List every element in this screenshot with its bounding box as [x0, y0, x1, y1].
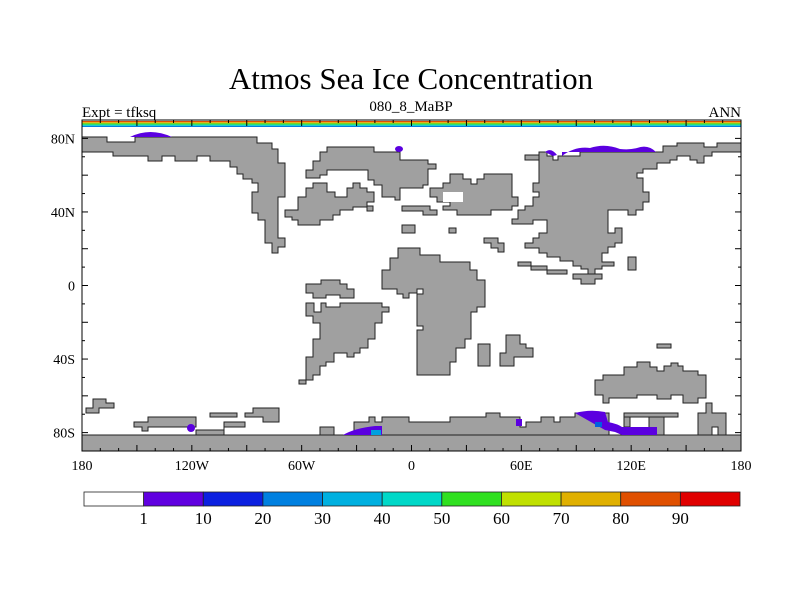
land-greenland-europe	[305, 146, 437, 201]
land-islet	[448, 227, 457, 234]
sea-ice-patch	[130, 132, 172, 137]
land-islet	[656, 343, 672, 349]
colorbar-swatch	[202, 491, 264, 507]
land-antarctic-rise	[623, 412, 679, 418]
lon-label: 180	[72, 459, 93, 474]
lon-label: 0	[408, 459, 415, 474]
land-islet	[401, 224, 416, 234]
longitude-labels: 180 120W 60W 0 60E 120E 180	[72, 459, 752, 474]
land-islet	[483, 237, 505, 253]
sea-ice-patch	[516, 419, 522, 426]
land-antarctic-rise	[623, 416, 631, 428]
sea-ice-patch	[562, 145, 656, 156]
land-middle-east	[429, 173, 519, 216]
land-antarctica-east	[353, 412, 610, 436]
lat-label: 80N	[51, 132, 75, 147]
land-central-america	[305, 279, 355, 299]
lat-label: 80S	[53, 427, 75, 442]
land-antarctic-islet	[195, 421, 246, 436]
land-asia	[511, 142, 742, 276]
colorbar-label: 30	[314, 509, 331, 528]
colorbar-label: 80	[612, 509, 629, 528]
colorbar-label: 60	[493, 509, 510, 528]
lat-label: 40S	[53, 353, 75, 368]
colorbar-swatch	[501, 491, 562, 507]
left-subtitle: Expt = tfksq	[82, 105, 157, 121]
land-islet	[627, 256, 637, 271]
sea-ice-patch	[187, 424, 195, 432]
colorbar-label: 20	[254, 509, 271, 528]
land-islet	[524, 154, 540, 161]
land-north-atlantic-block	[284, 182, 375, 226]
land-antarctic-bump	[319, 426, 335, 436]
colorbar-swatch	[83, 491, 145, 507]
colorbar-swatch	[620, 491, 681, 507]
sea-ice-patches	[130, 132, 657, 435]
map-frame	[81, 119, 742, 452]
right-subtitle: ANN	[709, 105, 742, 121]
land-australia	[594, 361, 707, 404]
lon-label: 180	[731, 459, 752, 474]
land-antarctic-islet	[133, 416, 197, 432]
colorbar-swatch	[679, 491, 741, 507]
sea-ice-high-concentration	[371, 430, 381, 435]
colorbar-swatch	[560, 491, 622, 507]
land-north-america-arctic	[81, 136, 286, 254]
colorbar-label: 1	[139, 509, 148, 528]
center-subtitle: 080_8_MaBP	[369, 99, 452, 115]
plot-title: Atmos Sea Ice Concentration	[229, 61, 594, 96]
land-madagascar	[477, 343, 491, 367]
sea-ice-patch	[575, 410, 657, 435]
colorbar-label: 50	[433, 509, 450, 528]
colorbar-swatch	[322, 491, 383, 507]
colorbar-swatch	[143, 491, 204, 507]
land-antarctic-rise	[697, 402, 727, 436]
lon-label: 120E	[616, 459, 646, 474]
lat-label: 40N	[51, 206, 75, 221]
land-strip	[401, 205, 438, 216]
lat-label: 0	[68, 280, 75, 295]
lon-label: 60E	[510, 459, 533, 474]
land-islet	[517, 261, 568, 275]
land-antarctic-islet	[85, 398, 115, 414]
land-islet	[572, 273, 603, 285]
sea-ice-high-concentration	[595, 422, 602, 427]
land-antarctic-islet	[209, 412, 238, 418]
latitude-labels: 80N 40N 0 40S 80S	[51, 132, 75, 441]
colorbar-swatch	[441, 491, 502, 507]
land-islet	[366, 205, 374, 212]
sea-ice-patch	[395, 146, 403, 152]
land-india	[499, 334, 534, 367]
land-south-america	[298, 302, 390, 385]
colorbar: 1 10 20 30 40 50 60 70 80 90	[83, 491, 741, 528]
colorbar-label: 40	[374, 509, 391, 528]
landmasses	[81, 136, 742, 452]
colorbar-label: 10	[195, 509, 212, 528]
colorbar-swatch	[381, 491, 443, 507]
lon-label: 120W	[175, 459, 210, 474]
land-africa	[381, 247, 486, 376]
sea-ice-patch	[545, 150, 557, 156]
lon-label: 60W	[288, 459, 316, 474]
colorbar-swatch	[262, 491, 323, 507]
map-area	[81, 119, 742, 452]
land-antarctic-islet	[244, 407, 280, 423]
inland-sea	[443, 192, 463, 202]
colorbar-label: 90	[672, 509, 689, 528]
colorbar-label: 70	[553, 509, 570, 528]
